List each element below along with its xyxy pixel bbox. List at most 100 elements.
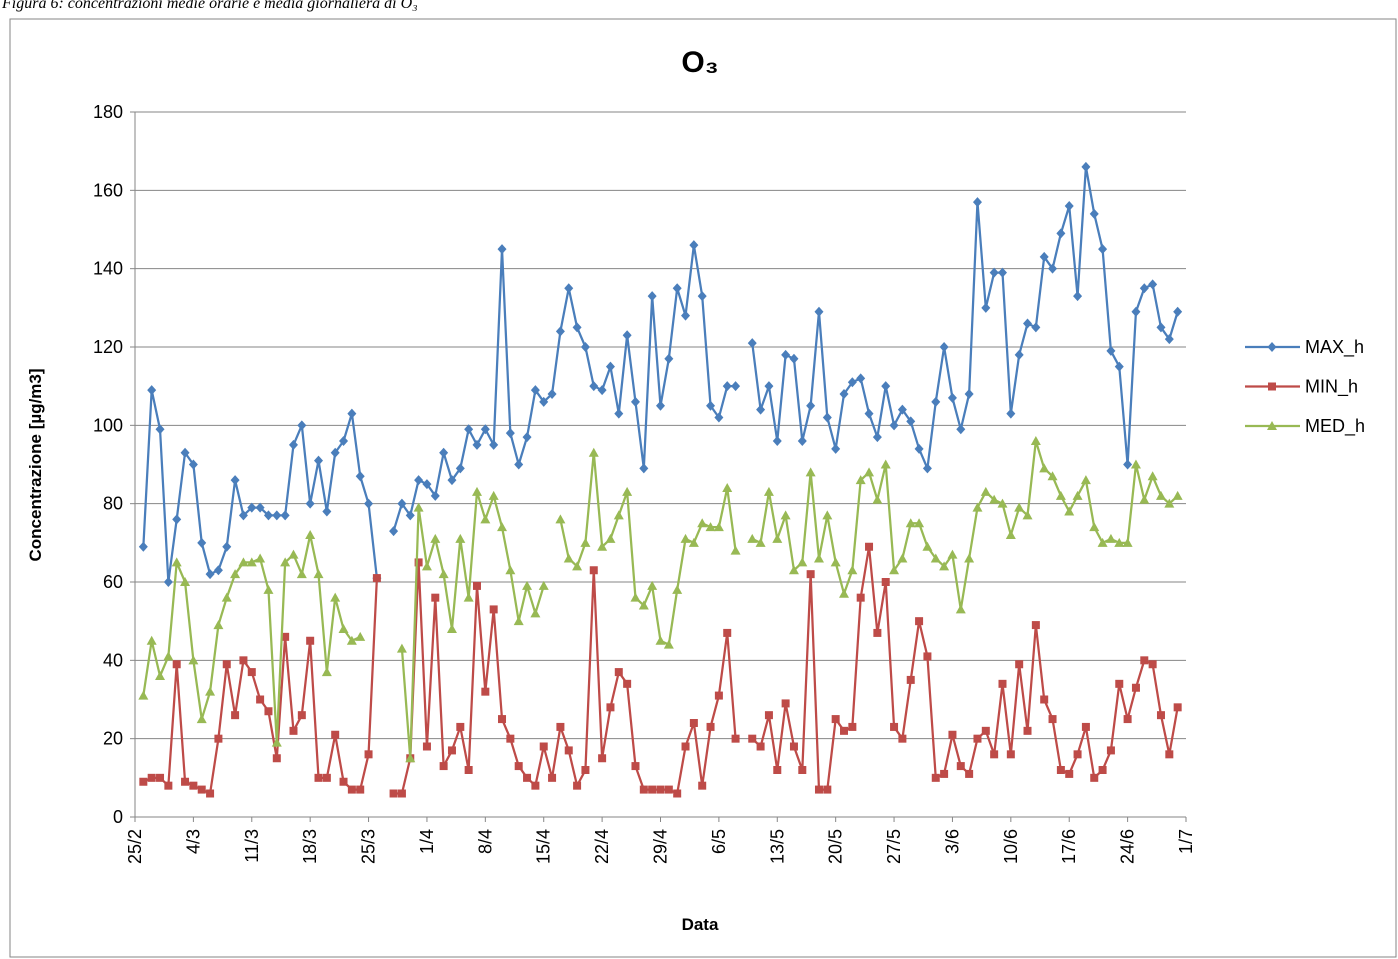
marker <box>455 533 466 543</box>
marker <box>564 746 573 755</box>
marker <box>773 766 782 774</box>
marker <box>489 605 498 614</box>
marker <box>981 302 991 313</box>
marker <box>222 541 232 552</box>
marker <box>613 510 624 520</box>
x-tick-label: 11/3 <box>242 829 262 863</box>
marker <box>889 565 900 575</box>
marker <box>605 533 616 543</box>
marker <box>730 545 741 555</box>
marker <box>823 785 832 794</box>
marker <box>638 600 649 610</box>
marker <box>330 592 341 602</box>
legend-marker <box>1268 382 1276 391</box>
x-tick-label: 15/4 <box>534 829 554 864</box>
x-tick-label: 22/4 <box>592 829 612 864</box>
marker <box>497 244 507 255</box>
marker <box>689 719 698 727</box>
marker <box>923 652 932 661</box>
marker <box>673 789 682 798</box>
marker <box>498 715 507 724</box>
marker <box>1089 208 1099 219</box>
marker <box>271 737 282 747</box>
marker <box>1056 228 1066 239</box>
marker <box>180 447 190 458</box>
marker <box>1106 746 1115 755</box>
marker <box>563 553 574 563</box>
marker <box>606 703 615 712</box>
x-axis-label: Data <box>682 915 719 934</box>
marker <box>1064 201 1074 211</box>
marker <box>1081 161 1091 172</box>
marker <box>998 679 1007 688</box>
legend-marker <box>1267 342 1277 352</box>
marker <box>940 769 949 778</box>
marker <box>772 533 783 543</box>
marker <box>172 660 181 669</box>
marker <box>1081 722 1090 731</box>
marker <box>789 742 798 751</box>
marker <box>439 762 448 771</box>
marker <box>1148 279 1158 290</box>
marker <box>706 400 716 411</box>
marker <box>722 381 732 392</box>
marker <box>990 750 999 759</box>
marker <box>446 624 457 633</box>
marker <box>1122 537 1133 547</box>
x-tick-label: 1/7 <box>1176 829 1196 854</box>
marker <box>798 766 807 774</box>
marker <box>1014 502 1025 512</box>
marker <box>522 432 532 443</box>
marker <box>840 726 849 735</box>
marker <box>1073 291 1083 302</box>
y-tick-label: 20 <box>103 729 123 749</box>
marker <box>1173 703 1182 712</box>
marker <box>588 447 599 457</box>
marker <box>639 785 648 794</box>
marker <box>639 463 649 474</box>
y-tick-label: 140 <box>93 259 123 279</box>
marker <box>939 342 949 352</box>
marker <box>438 569 449 579</box>
marker <box>1031 621 1040 630</box>
marker <box>564 283 574 294</box>
marker <box>956 762 965 771</box>
marker <box>914 518 925 528</box>
x-tick-label: 29/4 <box>651 829 671 864</box>
marker <box>631 762 640 771</box>
marker <box>305 498 315 509</box>
marker <box>713 522 724 532</box>
marker <box>281 632 290 641</box>
marker <box>1156 711 1165 720</box>
marker <box>1105 533 1116 543</box>
marker <box>147 773 156 782</box>
marker <box>1139 494 1150 504</box>
marker <box>814 306 824 317</box>
marker <box>864 467 875 477</box>
marker <box>181 777 190 786</box>
marker <box>1165 750 1174 759</box>
marker <box>1123 715 1132 724</box>
marker <box>288 439 298 450</box>
marker <box>1064 506 1075 516</box>
marker <box>980 486 991 496</box>
marker <box>272 510 282 521</box>
chart-title: O₃ <box>681 46 718 79</box>
marker <box>763 486 774 496</box>
marker <box>781 699 790 708</box>
marker <box>506 734 515 743</box>
marker <box>856 373 866 384</box>
marker <box>1114 361 1124 372</box>
marker <box>655 635 666 645</box>
marker <box>430 490 440 501</box>
marker <box>1055 490 1066 500</box>
marker <box>1056 766 1065 774</box>
marker <box>848 722 857 731</box>
legend-label: MED_h <box>1305 416 1365 437</box>
marker <box>614 668 623 677</box>
marker <box>855 475 866 485</box>
marker <box>647 580 658 590</box>
marker <box>964 389 974 399</box>
marker <box>230 569 241 579</box>
marker <box>196 714 207 724</box>
